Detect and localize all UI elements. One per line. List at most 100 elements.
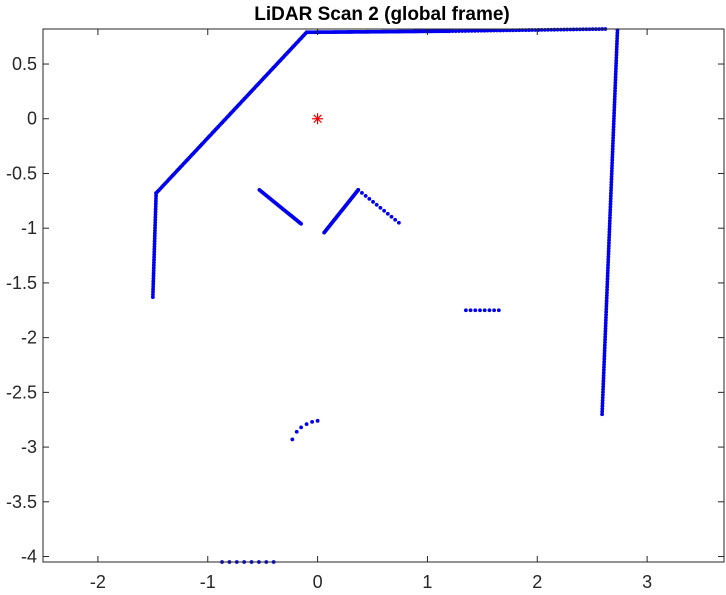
scan-point-370	[602, 359, 607, 364]
scan-point-270	[613, 83, 618, 88]
scan-point-305	[609, 180, 614, 185]
scan-point-405	[152, 231, 157, 236]
scan-point-298	[610, 160, 615, 165]
scan-point-294	[610, 149, 615, 154]
scan-point-271	[613, 86, 618, 91]
y-tick-label: -3	[21, 437, 37, 457]
scan-point-394	[153, 201, 158, 206]
scan-point-260	[614, 55, 619, 60]
scan-point-320	[607, 221, 612, 226]
scan-point-414	[152, 255, 157, 260]
scan-point-265	[613, 69, 618, 74]
scan-point-377	[601, 379, 606, 383]
scan-point-336	[606, 265, 610, 270]
scan-point-537	[310, 420, 314, 424]
scan-point-382	[600, 393, 605, 397]
scan-point-505	[356, 187, 361, 192]
scan-point-258	[614, 50, 619, 55]
scan-point-205	[463, 29, 468, 33]
scan-point-426	[151, 287, 155, 292]
scan-point-361	[603, 334, 608, 339]
y-tick-label: -0.5	[6, 163, 37, 183]
scan-point-213	[488, 28, 493, 33]
scan-point-521	[482, 308, 487, 313]
scan-point-323	[607, 229, 612, 234]
scan-point-257	[614, 47, 619, 52]
scan-point-535	[299, 425, 304, 430]
scan-point-354	[604, 315, 608, 320]
scan-point-346	[604, 293, 609, 298]
scan-point-385	[600, 401, 605, 406]
scan-point-384	[600, 398, 605, 403]
scan-point-399	[153, 215, 158, 220]
scan-point-208	[472, 28, 477, 33]
scan-point-335	[606, 263, 610, 267]
scan-point-387	[600, 406, 605, 411]
scan-point-278	[612, 105, 617, 110]
scan-point-342	[605, 282, 610, 287]
scan-point-410	[152, 244, 157, 249]
y-tick-label: 0.5	[12, 54, 37, 74]
scan-point-292	[610, 144, 615, 149]
scan-point-302	[609, 171, 614, 176]
scan-point-421	[151, 273, 156, 278]
scan-point-279	[612, 108, 617, 113]
scan-point-309	[609, 191, 613, 196]
scan-point-303	[609, 174, 614, 179]
scan-point-210	[479, 28, 484, 33]
scan-point-251	[615, 30, 620, 35]
x-tick-label: 3	[642, 572, 652, 592]
scan-point-389	[600, 412, 604, 417]
scan-point-290	[611, 138, 615, 143]
scan-point-331	[606, 252, 611, 256]
scan-point-272	[613, 89, 617, 93]
scan-point-280	[612, 111, 617, 115]
scan-point-297	[610, 158, 615, 162]
scan-point-308	[609, 188, 613, 193]
scan-point-401	[153, 220, 158, 225]
scan-point-365	[602, 346, 607, 350]
scan-point-352	[604, 310, 609, 314]
scan-point-216	[498, 28, 503, 33]
scan-point-363	[603, 340, 607, 345]
scan-point-200	[447, 29, 452, 34]
scan-point-523	[492, 308, 497, 313]
scan-point-289	[611, 135, 616, 140]
scan-point-368	[602, 354, 607, 359]
scan-point-321	[607, 224, 612, 229]
axis-ticks-layer: -2 -1 0 1 2 3 0.5 0 -0.5 -1 -1.5 -2 -2.5 -3 -3.5 -4	[6, 29, 724, 592]
scan-point-324	[607, 232, 612, 237]
scan-point-358	[603, 326, 608, 331]
scan-point-256	[614, 44, 619, 49]
scan-point-345	[605, 290, 609, 295]
scan-point-513	[385, 211, 390, 216]
scan-point-319	[607, 218, 612, 223]
scan-point-318	[608, 216, 612, 220]
scan-point-397	[153, 209, 158, 214]
scan-point-206	[466, 29, 471, 33]
chart-title: LiDAR Scan 2 (global frame)	[254, 4, 510, 25]
scan-point-380	[601, 387, 605, 392]
scan-point-423	[151, 279, 156, 284]
scan-point-332	[606, 254, 611, 259]
scan-point-510	[374, 202, 379, 207]
scan-point-362	[603, 337, 607, 342]
scan-point-533	[290, 437, 295, 442]
scan-point-328	[606, 243, 611, 248]
scan-point-391	[154, 193, 158, 198]
scan-point-266	[613, 72, 618, 77]
scan-point-347	[604, 296, 609, 301]
x-tick-label: -2	[90, 572, 106, 592]
scan-point-355	[603, 318, 608, 323]
scan-point-538	[315, 418, 320, 423]
scan-point-264	[614, 66, 618, 71]
x-tick-label: 0	[313, 572, 323, 592]
scan-point-425	[151, 284, 156, 289]
y-tick-label: -1.5	[6, 273, 37, 293]
scan-point-524	[496, 308, 501, 313]
scan-point-427	[151, 289, 155, 294]
scan-point-211	[482, 28, 487, 33]
y-tick-label: 0	[27, 109, 37, 129]
scan-point-315	[608, 207, 613, 212]
scan-point-286	[611, 127, 616, 132]
